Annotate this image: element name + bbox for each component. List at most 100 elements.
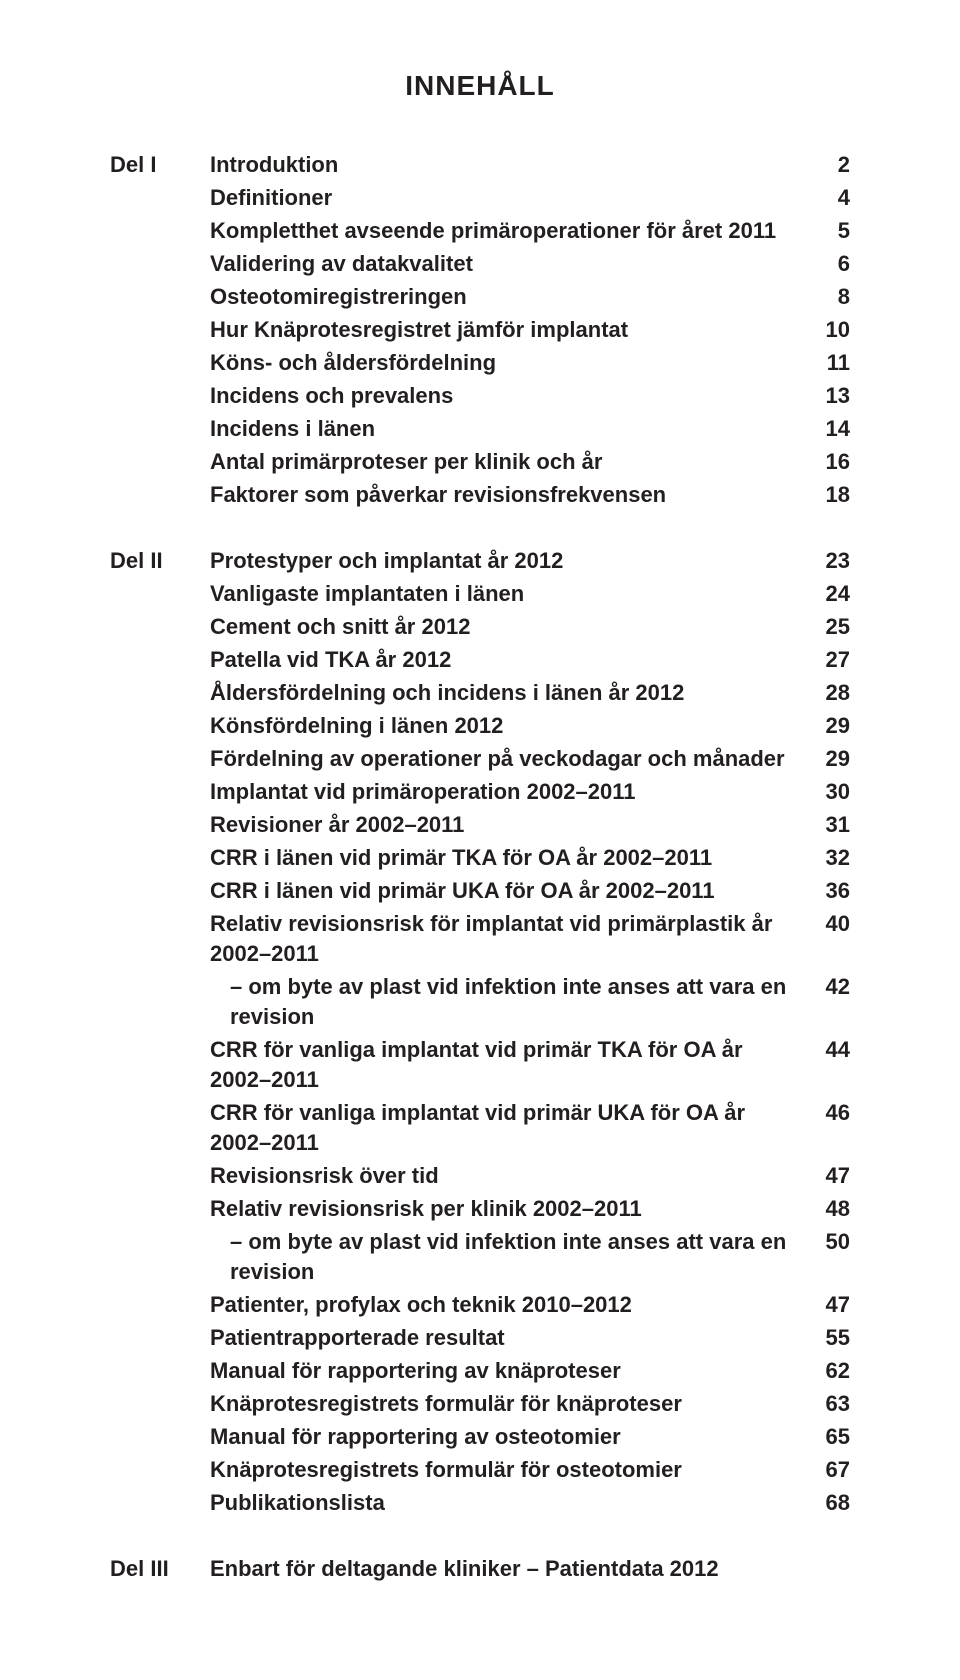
toc-entry-label: Incidens i länen bbox=[210, 414, 800, 444]
toc-entry-page: 6 bbox=[800, 249, 850, 279]
toc-entry-label: Kompletthet avseende primäroperationer f… bbox=[210, 216, 800, 246]
toc-part-label: Del III bbox=[110, 1554, 210, 1584]
toc-entry-label: Cement och snitt år 2012 bbox=[210, 612, 800, 642]
toc-row: Relativ revisionsrisk för implantat vid … bbox=[110, 909, 850, 969]
toc-entry-label: Implantat vid primäroperation 2002–2011 bbox=[210, 777, 800, 807]
toc-entry-label: Könsfördelning i länen 2012 bbox=[210, 711, 800, 741]
toc-row: Fördelning av operationer på veckodagar … bbox=[110, 744, 850, 774]
toc-row: Knäprotesregistrets formulär för knäprot… bbox=[110, 1389, 850, 1419]
toc-entry-page: 14 bbox=[800, 414, 850, 444]
toc-entry-label: – om byte av plast vid infektion inte an… bbox=[210, 972, 800, 1032]
toc-entry-label: Patienter, profylax och teknik 2010–2012 bbox=[210, 1290, 800, 1320]
toc-entry-page: 63 bbox=[800, 1389, 850, 1419]
toc-entry-page: 31 bbox=[800, 810, 850, 840]
toc-entry-page: 47 bbox=[800, 1161, 850, 1191]
toc-part-label: Del II bbox=[110, 546, 210, 576]
toc-row: Osteotomiregistreringen8 bbox=[110, 282, 850, 312]
toc-row: Faktorer som påverkar revisionsfrekvense… bbox=[110, 480, 850, 510]
toc-entry-page: 50 bbox=[800, 1227, 850, 1257]
toc-entry-page: 42 bbox=[800, 972, 850, 1002]
toc-entry-label: Fördelning av operationer på veckodagar … bbox=[210, 744, 800, 774]
toc-row: Definitioner4 bbox=[110, 183, 850, 213]
toc-entry-page: 28 bbox=[800, 678, 850, 708]
toc-entry-page: 11 bbox=[800, 348, 850, 378]
toc-entry-label: Hur Knäprotesregistret jämför implantat bbox=[210, 315, 800, 345]
toc-row: Manual för rapportering av knäproteser62 bbox=[110, 1356, 850, 1386]
toc-row: Revisioner år 2002–201131 bbox=[110, 810, 850, 840]
toc-entry-page: 23 bbox=[800, 546, 850, 576]
toc-row: Knäprotesregistrets formulär för osteoto… bbox=[110, 1455, 850, 1485]
toc-entry-label: CRR för vanliga implantat vid primär TKA… bbox=[210, 1035, 800, 1095]
toc-entry-label: Introduktion bbox=[210, 150, 800, 180]
page-title: INNEHÅLL bbox=[110, 70, 850, 102]
toc-entry-label: Antal primärproteser per klinik och år bbox=[210, 447, 800, 477]
toc-entry-label: Revisionsrisk över tid bbox=[210, 1161, 800, 1191]
toc-row: Del IIIEnbart för deltagande kliniker – … bbox=[110, 1554, 850, 1584]
toc-row: CRR i länen vid primär TKA för OA år 200… bbox=[110, 843, 850, 873]
toc-entry-label: Relativ revisionsrisk för implantat vid … bbox=[210, 909, 800, 969]
toc-entry-page: 30 bbox=[800, 777, 850, 807]
toc-entry-page: 13 bbox=[800, 381, 850, 411]
toc-entry-page: 55 bbox=[800, 1323, 850, 1353]
toc-row: Vanligaste implantaten i länen24 bbox=[110, 579, 850, 609]
toc-entry-page: 5 bbox=[800, 216, 850, 246]
toc-row: Hur Knäprotesregistret jämför implantat1… bbox=[110, 315, 850, 345]
toc-row: Antal primärproteser per klinik och år16 bbox=[110, 447, 850, 477]
toc-entry-label: CRR i länen vid primär UKA för OA år 200… bbox=[210, 876, 800, 906]
toc-entry-page: 68 bbox=[800, 1488, 850, 1518]
toc-entry-page: 46 bbox=[800, 1098, 850, 1128]
toc-entry-label: Åldersfördelning och incidens i länen år… bbox=[210, 678, 800, 708]
toc-row: Köns- och åldersfördelning11 bbox=[110, 348, 850, 378]
document-page: INNEHÅLL Del IIntroduktion2Definitioner4… bbox=[0, 0, 960, 1680]
toc-part-label: Del I bbox=[110, 150, 210, 180]
toc-entry-page: 36 bbox=[800, 876, 850, 906]
toc-row: Patienter, profylax och teknik 2010–2012… bbox=[110, 1290, 850, 1320]
toc-entry-page: 48 bbox=[800, 1194, 850, 1224]
toc-row: Manual för rapportering av osteotomier65 bbox=[110, 1422, 850, 1452]
toc-entry-page: 2 bbox=[800, 150, 850, 180]
toc-entry-page: 65 bbox=[800, 1422, 850, 1452]
toc-row: Patella vid TKA år 201227 bbox=[110, 645, 850, 675]
toc-entry-label: Patella vid TKA år 2012 bbox=[210, 645, 800, 675]
toc-section: Del IIIEnbart för deltagande kliniker – … bbox=[110, 1554, 850, 1584]
toc-entry-label: Enbart för deltagande kliniker – Patient… bbox=[210, 1554, 800, 1584]
toc-row: Implantat vid primäroperation 2002–20113… bbox=[110, 777, 850, 807]
toc-entry-label: Patientrapporterade resultat bbox=[210, 1323, 800, 1353]
toc-entry-page: 29 bbox=[800, 711, 850, 741]
toc-entry-page: 40 bbox=[800, 909, 850, 939]
toc-row: Kompletthet avseende primäroperationer f… bbox=[110, 216, 850, 246]
toc-entry-page: 24 bbox=[800, 579, 850, 609]
toc-row: – om byte av plast vid infektion inte an… bbox=[110, 1227, 850, 1287]
toc-entry-page: 47 bbox=[800, 1290, 850, 1320]
toc-row: Validering av datakvalitet6 bbox=[110, 249, 850, 279]
toc-row: Del IIProtestyper och implantat år 20122… bbox=[110, 546, 850, 576]
toc-row: CRR i länen vid primär UKA för OA år 200… bbox=[110, 876, 850, 906]
toc-entry-page: 62 bbox=[800, 1356, 850, 1386]
toc-entry-label: Knäprotesregistrets formulär för knäprot… bbox=[210, 1389, 800, 1419]
toc-entry-label: Revisioner år 2002–2011 bbox=[210, 810, 800, 840]
toc-entry-page: 4 bbox=[800, 183, 850, 213]
toc-entry-label: Publikationslista bbox=[210, 1488, 800, 1518]
toc-entry-page: 10 bbox=[800, 315, 850, 345]
toc-row: CRR för vanliga implantat vid primär UKA… bbox=[110, 1098, 850, 1158]
toc-row: Könsfördelning i länen 201229 bbox=[110, 711, 850, 741]
toc-entry-label: Osteotomiregistreringen bbox=[210, 282, 800, 312]
toc-row: Åldersfördelning och incidens i länen år… bbox=[110, 678, 850, 708]
toc-row: Revisionsrisk över tid47 bbox=[110, 1161, 850, 1191]
toc-row: – om byte av plast vid infektion inte an… bbox=[110, 972, 850, 1032]
toc-row: Publikationslista68 bbox=[110, 1488, 850, 1518]
toc-row: Cement och snitt år 201225 bbox=[110, 612, 850, 642]
toc-row: Del IIntroduktion2 bbox=[110, 150, 850, 180]
toc-entry-page: 29 bbox=[800, 744, 850, 774]
toc-entry-label: Definitioner bbox=[210, 183, 800, 213]
toc-entry-label: CRR för vanliga implantat vid primär UKA… bbox=[210, 1098, 800, 1158]
toc-entry-label: Manual för rapportering av osteotomier bbox=[210, 1422, 800, 1452]
toc-entry-label: Vanligaste implantaten i länen bbox=[210, 579, 800, 609]
toc-entry-label: Faktorer som påverkar revisionsfrekvense… bbox=[210, 480, 800, 510]
toc-entry-label: Köns- och åldersfördelning bbox=[210, 348, 800, 378]
toc-entry-page: 32 bbox=[800, 843, 850, 873]
toc-entry-label: Validering av datakvalitet bbox=[210, 249, 800, 279]
toc-row: CRR för vanliga implantat vid primär TKA… bbox=[110, 1035, 850, 1095]
table-of-contents: Del IIntroduktion2Definitioner4Kompletth… bbox=[110, 150, 850, 1584]
toc-section: Del IIProtestyper och implantat år 20122… bbox=[110, 546, 850, 1518]
